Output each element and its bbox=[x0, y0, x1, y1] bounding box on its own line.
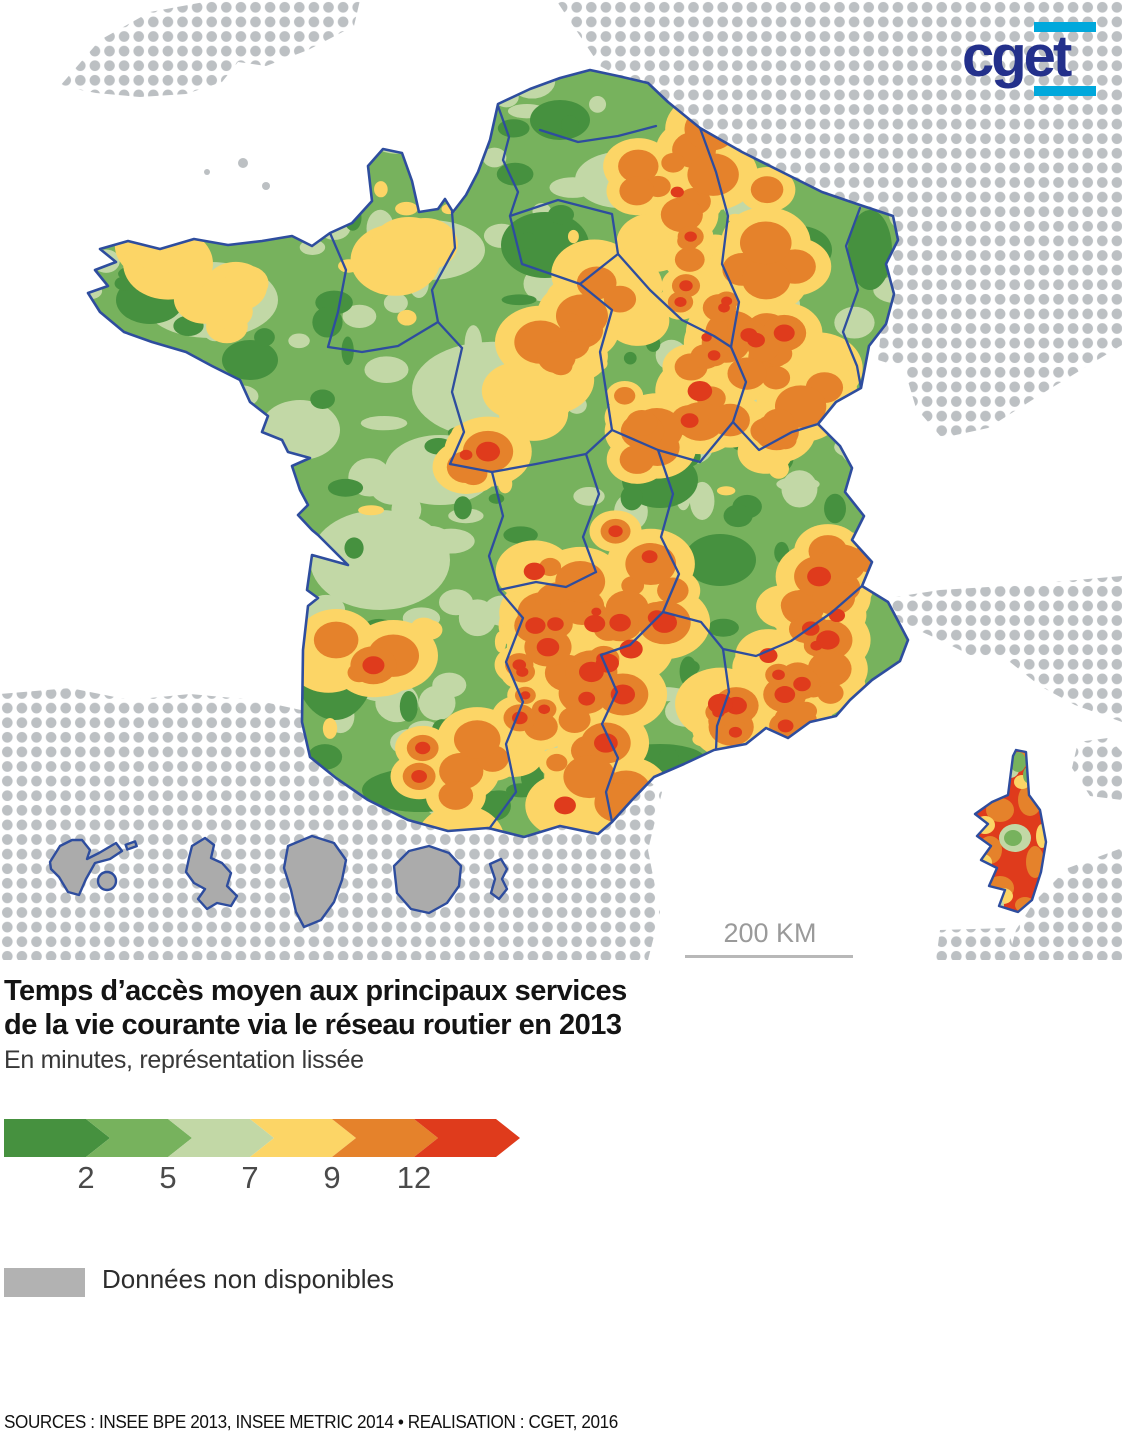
legend-break-7: 7 bbox=[241, 1160, 259, 1195]
legend-break-2: 2 bbox=[77, 1160, 95, 1195]
france-outline bbox=[86, 68, 910, 839]
corsica-outline bbox=[973, 748, 1048, 914]
legend-segment-1 bbox=[86, 1119, 192, 1157]
overseas-territories bbox=[48, 834, 509, 929]
legend-color-ramp bbox=[4, 1119, 520, 1157]
logo-accent-bar-bottom bbox=[1034, 86, 1096, 96]
logo-accent-bar-top bbox=[1034, 22, 1096, 32]
legend-segment-5 bbox=[414, 1119, 520, 1157]
legend-break-12: 12 bbox=[396, 1160, 432, 1195]
legend-segment-3 bbox=[250, 1119, 356, 1157]
legend-segment-2 bbox=[168, 1119, 274, 1157]
logo-wordmark: cget bbox=[962, 24, 1072, 89]
map-title-line1: Temps d’accès moyen aux principaux servi… bbox=[4, 975, 627, 1007]
no-data-label: Données non disponibles bbox=[102, 1264, 394, 1294]
map-title-line2: de la vie courante via le réseau routier… bbox=[4, 1009, 622, 1041]
sources-line: SOURCES : INSEE BPE 2013, INSEE METRIC 2… bbox=[4, 1412, 618, 1432]
legend-break-9: 9 bbox=[323, 1160, 341, 1195]
scale-bar-label: 200 KM bbox=[723, 918, 817, 948]
region-borders bbox=[326, 104, 864, 831]
title-block: Temps d’accès moyen aux principaux servi… bbox=[4, 974, 627, 1075]
scale-bar-line bbox=[685, 955, 853, 958]
legend-break-5: 5 bbox=[159, 1160, 177, 1195]
legend-segment-0 bbox=[4, 1119, 110, 1157]
france-access-time-map bbox=[0, 0, 1122, 960]
cget-logo: cget bbox=[962, 20, 1102, 100]
legend-segment-4 bbox=[332, 1119, 438, 1157]
no-data-swatch bbox=[4, 1268, 85, 1297]
map-subtitle: En minutes, représentation lissée bbox=[4, 1046, 364, 1074]
